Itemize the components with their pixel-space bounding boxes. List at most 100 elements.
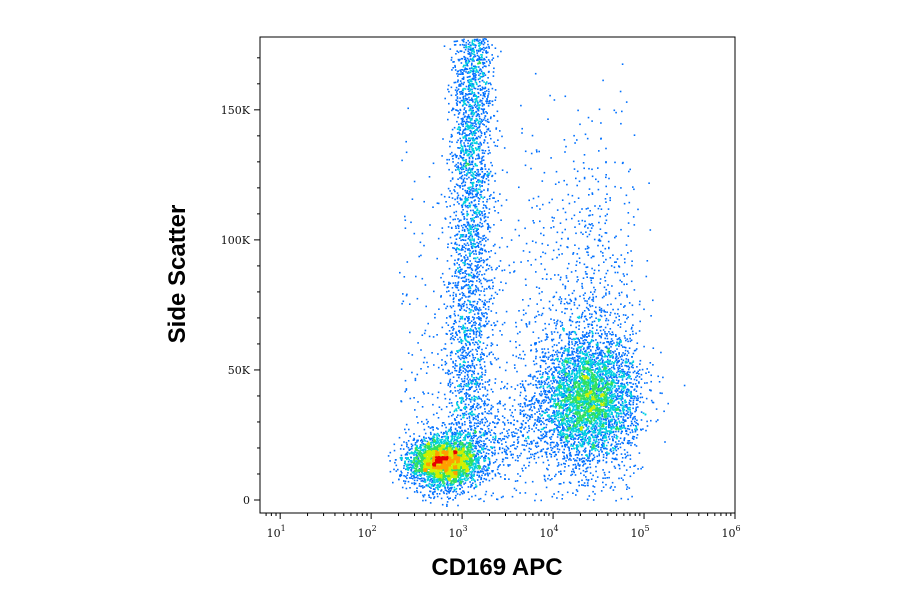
event-dot xyxy=(602,481,604,484)
event-dot xyxy=(590,402,592,405)
event-dot xyxy=(421,420,423,423)
event-dot xyxy=(463,228,466,231)
event-dot xyxy=(633,416,635,418)
event-dot xyxy=(432,491,434,494)
event-dot xyxy=(570,347,573,349)
event-dot xyxy=(601,431,603,434)
event-dot xyxy=(465,356,467,359)
event-dot xyxy=(412,439,415,441)
event-dot xyxy=(458,422,461,425)
event-dot xyxy=(470,241,472,244)
event-dot xyxy=(627,442,630,445)
event-dot xyxy=(612,376,615,378)
event-dot xyxy=(576,170,579,173)
event-dot xyxy=(475,172,478,175)
event-dot xyxy=(478,347,480,350)
event-dot xyxy=(479,141,482,144)
event-dot xyxy=(566,353,569,356)
event-dot xyxy=(650,374,652,377)
event-dot xyxy=(400,454,403,457)
event-dot xyxy=(423,393,425,395)
event-dot xyxy=(452,491,454,493)
event-dot xyxy=(503,417,506,419)
event-dot xyxy=(483,244,486,246)
event-dot xyxy=(490,388,493,391)
event-dot xyxy=(615,443,618,445)
event-dot xyxy=(576,360,579,362)
event-dot xyxy=(505,282,507,285)
event-dot xyxy=(444,397,447,400)
event-dot xyxy=(485,206,487,209)
event-dot xyxy=(623,306,625,308)
event-dot xyxy=(393,443,396,446)
event-dot xyxy=(484,249,486,252)
event-dot xyxy=(589,313,591,315)
event-dot xyxy=(476,52,478,54)
event-dot xyxy=(484,408,486,410)
event-dot xyxy=(472,275,475,278)
event-dot xyxy=(447,246,449,249)
event-dot xyxy=(400,472,403,474)
event-dot xyxy=(637,399,639,402)
event-dot xyxy=(550,380,552,382)
event-dot xyxy=(447,486,449,488)
event-dot xyxy=(449,190,451,192)
event-dot xyxy=(614,445,616,447)
event-dot xyxy=(476,272,478,275)
event-dot xyxy=(483,65,486,67)
event-dot xyxy=(528,251,531,253)
event-dot xyxy=(616,364,618,366)
event-dot xyxy=(461,157,464,159)
event-dot xyxy=(401,302,403,305)
event-dot xyxy=(582,465,584,467)
event-dot xyxy=(573,301,576,304)
event-dot xyxy=(465,280,467,282)
event-dot xyxy=(551,339,554,342)
event-dot xyxy=(565,403,567,406)
event-dot xyxy=(484,416,486,419)
event-dot xyxy=(480,317,482,320)
event-dot xyxy=(471,192,473,194)
event-dot xyxy=(485,111,487,113)
event-dot xyxy=(447,118,449,121)
event-dot xyxy=(614,458,616,461)
event-dot xyxy=(617,368,620,370)
event-dot xyxy=(479,136,481,139)
event-dot xyxy=(597,239,600,242)
event-dot xyxy=(410,477,412,479)
event-dot xyxy=(490,137,492,140)
event-dot xyxy=(620,358,623,361)
event-dot xyxy=(471,163,474,166)
event-dot xyxy=(585,459,588,461)
event-dot xyxy=(537,445,540,447)
event-dot xyxy=(472,482,474,484)
event-dot xyxy=(531,396,534,399)
event-dot xyxy=(477,444,480,447)
event-dot xyxy=(493,277,496,279)
event-dot xyxy=(568,458,570,461)
event-dot xyxy=(446,206,448,208)
event-dot xyxy=(467,428,469,430)
event-dot xyxy=(413,482,415,484)
event-dot xyxy=(465,399,467,401)
event-dot xyxy=(418,471,420,474)
event-dot xyxy=(493,322,495,324)
event-dot xyxy=(557,351,560,354)
event-dot xyxy=(620,453,623,455)
event-dot xyxy=(429,224,431,226)
event-dot xyxy=(553,371,556,373)
event-dot xyxy=(463,276,466,279)
event-dot xyxy=(627,368,630,371)
event-dot xyxy=(615,387,618,390)
event-dot xyxy=(533,439,535,442)
event-dot xyxy=(482,61,484,64)
event-dot xyxy=(634,395,636,398)
event-dot xyxy=(607,441,609,444)
event-dot xyxy=(471,193,474,196)
event-dot xyxy=(461,43,464,46)
event-dot xyxy=(473,403,475,405)
event-dot xyxy=(458,484,461,486)
event-dot xyxy=(594,442,597,444)
event-dot xyxy=(605,419,607,421)
event-dot xyxy=(626,417,629,419)
